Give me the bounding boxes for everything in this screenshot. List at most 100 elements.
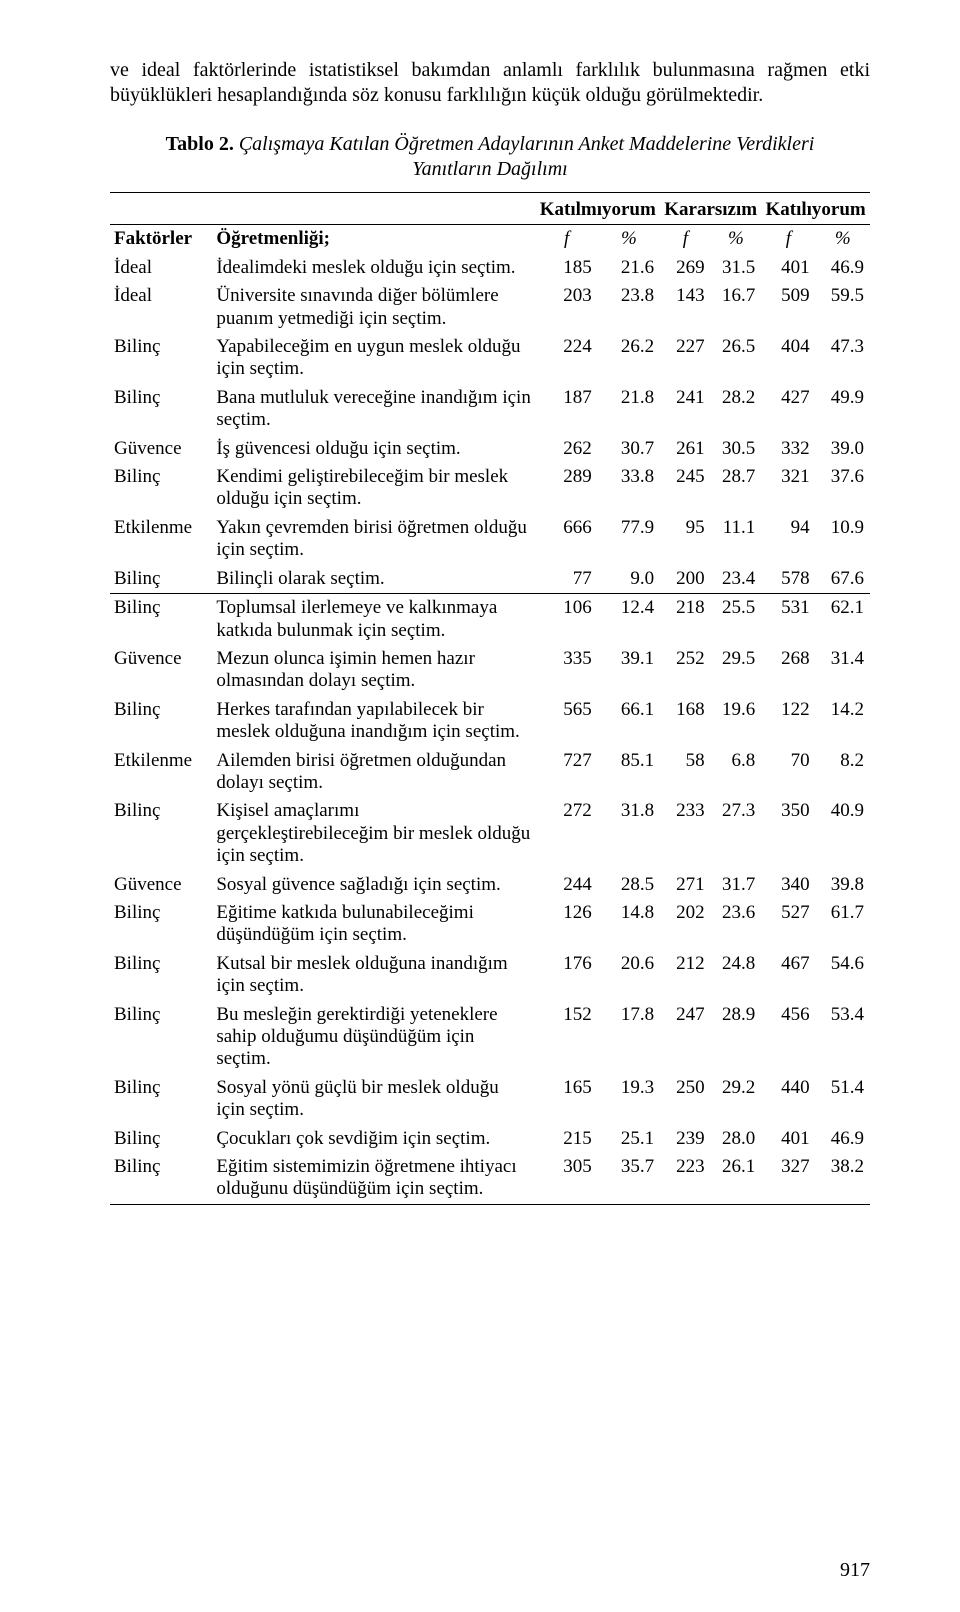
cell-f: 247 [660,1001,711,1074]
cell-item: İdealimdeki meslek olduğu için seçtim. [212,254,535,282]
cell-f: 122 [761,696,815,747]
cell-pct: 31.8 [598,797,660,870]
table-row: BilinçKişisel amaçlarımı gerçekleştirebi… [110,797,870,870]
table-row: İdealİdealimdeki meslek olduğu için seçt… [110,254,870,282]
cell-pct: 28.5 [598,871,660,899]
cell-factor: Güvence [110,435,212,463]
header-f3: f [761,225,815,254]
cell-pct: 26.1 [711,1153,762,1204]
cell-f: 727 [536,747,598,798]
cell-pct: 25.5 [711,594,762,645]
cell-pct: 33.8 [598,463,660,514]
cell-f: 340 [761,871,815,899]
cell-pct: 59.5 [816,282,870,333]
cell-f: 212 [660,950,711,1001]
cell-f: 218 [660,594,711,645]
cell-item: Sosyal yönü güçlü bir meslek olduğu için… [212,1074,535,1125]
cell-pct: 12.4 [598,594,660,645]
cell-f: 527 [761,899,815,950]
cell-f: 456 [761,1001,815,1074]
cell-pct: 47.3 [816,333,870,384]
cell-pct: 26.5 [711,333,762,384]
cell-f: 271 [660,871,711,899]
cell-pct: 39.1 [598,645,660,696]
header-f1: f [536,225,598,254]
table-row: BilinçToplumsal ilerlemeye ve kalkınmaya… [110,594,870,645]
table-row: BilinçKendimi geliştirebileceğim bir mes… [110,463,870,514]
cell-pct: 85.1 [598,747,660,798]
cell-item: İş güvencesi olduğu için seçtim. [212,435,535,463]
cell-factor: Bilinç [110,1001,212,1074]
cell-pct: 53.4 [816,1001,870,1074]
cell-f: 350 [761,797,815,870]
cell-item: Bu mesleğin gerektirdiği yeteneklere sah… [212,1001,535,1074]
cell-f: 244 [536,871,598,899]
cell-f: 578 [761,565,815,594]
cell-factor: Bilinç [110,696,212,747]
cell-pct: 14.8 [598,899,660,950]
cell-f: 401 [761,254,815,282]
cell-f: 70 [761,747,815,798]
data-table: Katılmıyorum Kararsızım Katılıyorum Fakt… [110,192,870,1205]
cell-pct: 77.9 [598,514,660,565]
cell-factor: Bilinç [110,333,212,384]
cell-factor: Bilinç [110,1153,212,1204]
cell-item: Kişisel amaçlarımı gerçekleştirebileceği… [212,797,535,870]
cell-f: 565 [536,696,598,747]
cell-pct: 61.7 [816,899,870,950]
cell-f: 401 [761,1125,815,1153]
cell-item: Eğitim sistemimizin öğretmene ihtiyacı o… [212,1153,535,1204]
table-row: EtkilenmeYakın çevremden birisi öğretmen… [110,514,870,565]
cell-f: 467 [761,950,815,1001]
cell-pct: 9.0 [598,565,660,594]
cell-item: Bilinçli olarak seçtim. [212,565,535,594]
cell-pct: 35.7 [598,1153,660,1204]
cell-pct: 17.8 [598,1001,660,1074]
cell-pct: 11.1 [711,514,762,565]
cell-factor: Güvence [110,871,212,899]
cell-pct: 25.1 [598,1125,660,1153]
cell-pct: 38.2 [816,1153,870,1204]
cell-f: 126 [536,899,598,950]
cell-pct: 28.9 [711,1001,762,1074]
header-item: Öğretmenliği; [212,225,535,254]
cell-f: 327 [761,1153,815,1204]
cell-pct: 23.6 [711,899,762,950]
cell-pct: 23.4 [711,565,762,594]
cell-factor: İdeal [110,282,212,333]
cell-f: 666 [536,514,598,565]
cell-pct: 31.7 [711,871,762,899]
column-header-row: Faktörler Öğretmenliği; f % f % f % [110,225,870,254]
cell-factor: Güvence [110,645,212,696]
cell-f: 262 [536,435,598,463]
cell-pct: 66.1 [598,696,660,747]
header-factor: Faktörler [110,225,212,254]
cell-pct: 28.7 [711,463,762,514]
cell-pct: 39.0 [816,435,870,463]
cell-f: 332 [761,435,815,463]
cell-pct: 10.9 [816,514,870,565]
cell-pct: 26.2 [598,333,660,384]
table-title-rest: Çalışmaya Katılan Öğretmen Adaylarının A… [234,133,814,180]
cell-f: 143 [660,282,711,333]
table-row: BilinçBu mesleğin gerektirdiği yetenekle… [110,1001,870,1074]
cell-f: 200 [660,565,711,594]
cell-pct: 40.9 [816,797,870,870]
cell-f: 245 [660,463,711,514]
cell-factor: Bilinç [110,1125,212,1153]
cell-f: 509 [761,282,815,333]
cell-pct: 19.3 [598,1074,660,1125]
cell-f: 241 [660,384,711,435]
page: ve ideal faktörlerinde istatistiksel bak… [0,0,960,1612]
cell-f: 165 [536,1074,598,1125]
cell-f: 268 [761,645,815,696]
cell-f: 269 [660,254,711,282]
page-number: 917 [840,1559,870,1582]
cell-pct: 30.7 [598,435,660,463]
header-f2: f [660,225,711,254]
cell-f: 252 [660,645,711,696]
cell-item: Mezun olunca işimin hemen hazır olmasınd… [212,645,535,696]
cell-pct: 31.4 [816,645,870,696]
cell-factor: Etkilenme [110,514,212,565]
cell-f: 176 [536,950,598,1001]
